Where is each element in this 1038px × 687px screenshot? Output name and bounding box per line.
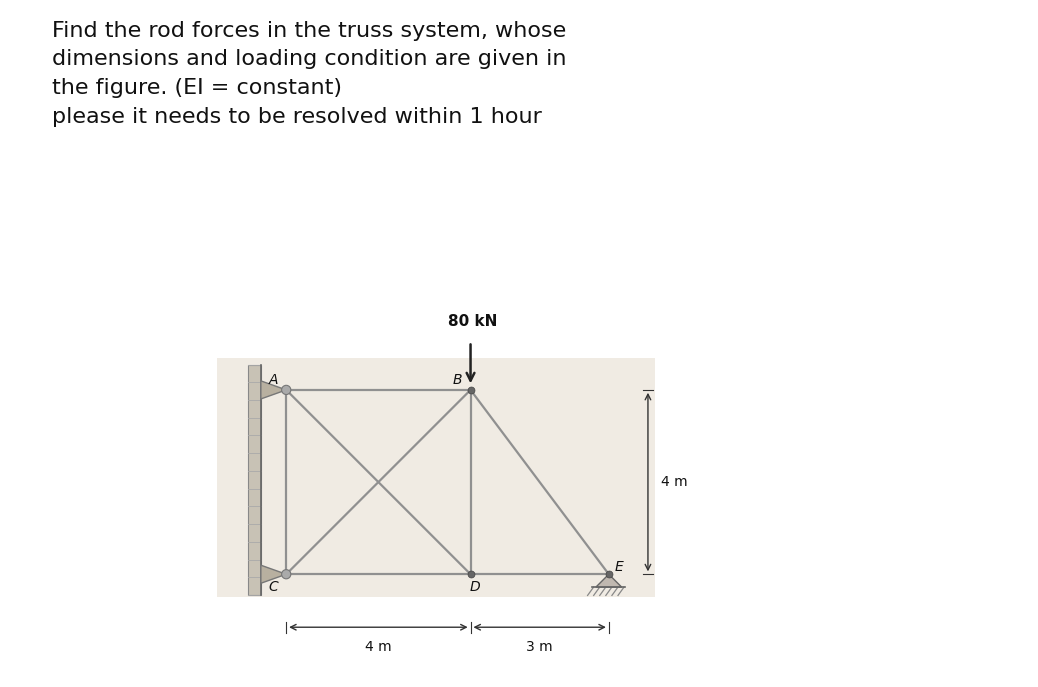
- Text: B: B: [453, 373, 462, 387]
- Text: 3 m: 3 m: [526, 640, 553, 654]
- Circle shape: [281, 570, 291, 579]
- Circle shape: [281, 385, 291, 394]
- Text: 4 m: 4 m: [365, 640, 391, 654]
- Text: 4 m: 4 m: [661, 475, 687, 489]
- Polygon shape: [261, 565, 286, 583]
- Bar: [248, 365, 261, 595]
- Text: A: A: [269, 373, 278, 387]
- Text: D: D: [470, 580, 481, 594]
- Text: 80 kN: 80 kN: [448, 314, 497, 328]
- Bar: [217, 358, 655, 597]
- Polygon shape: [261, 381, 286, 399]
- Text: E: E: [614, 561, 623, 574]
- Polygon shape: [596, 574, 622, 587]
- Text: C: C: [269, 580, 278, 594]
- Text: Find the rod forces in the truss system, whose
dimensions and loading condition : Find the rod forces in the truss system,…: [52, 21, 567, 127]
